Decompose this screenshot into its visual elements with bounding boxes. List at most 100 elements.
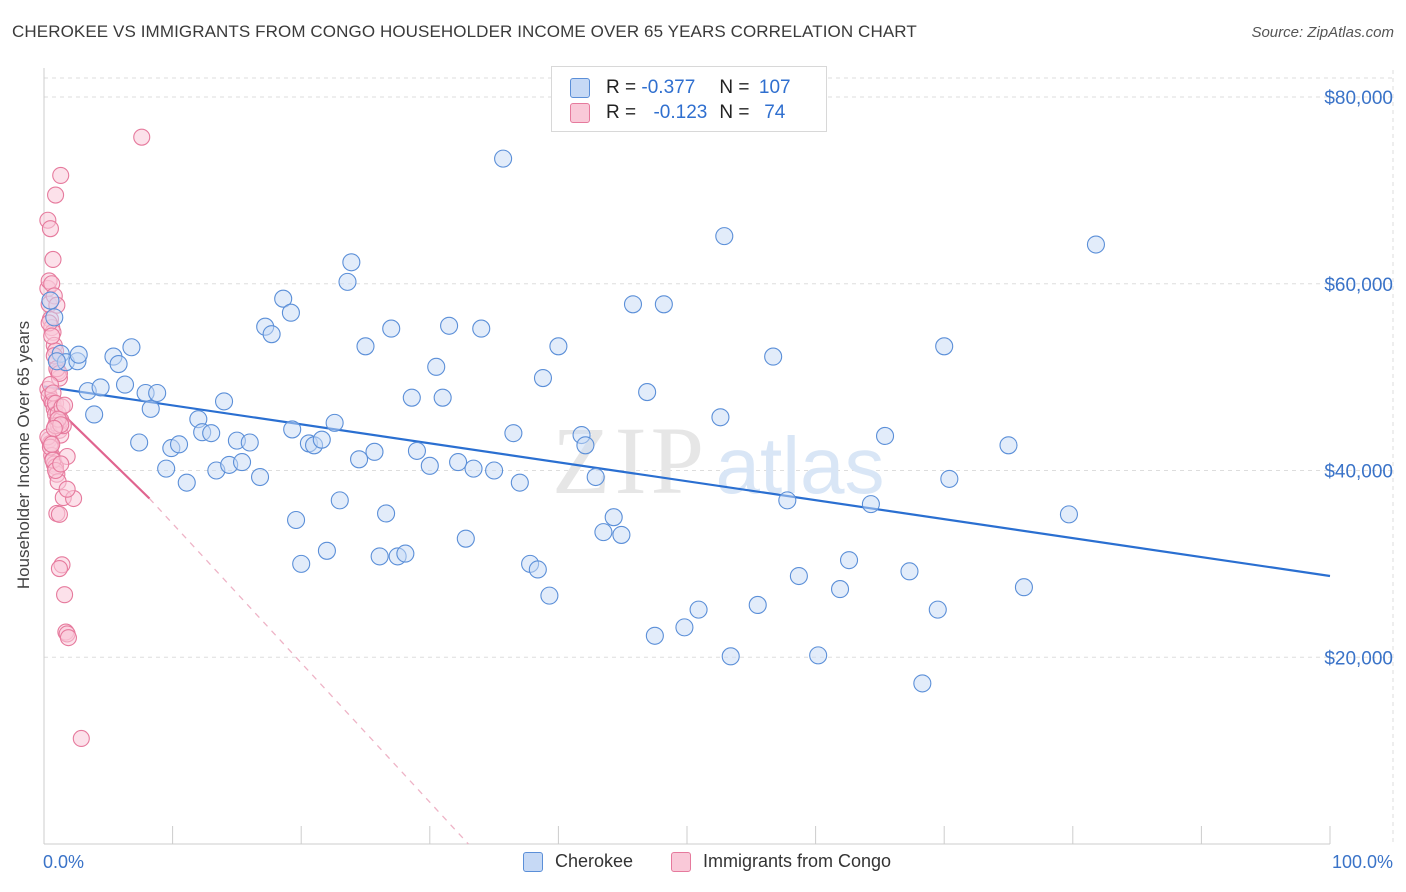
point-cherokee (999, 436, 1018, 455)
point-cherokee (330, 491, 349, 510)
legend-r-label: R = (606, 102, 637, 123)
point-cherokee (350, 450, 369, 469)
point-cherokee (356, 337, 375, 356)
point-congo (44, 250, 62, 269)
point-cherokee (148, 383, 167, 403)
y-tick-label: $60,000 (1324, 275, 1393, 296)
point-congo (59, 629, 77, 647)
bottom-legend-cherokee: Cherokee (523, 851, 633, 872)
point-congo (56, 586, 74, 604)
point-cherokee (130, 433, 149, 452)
legend-r-label: R = (606, 77, 637, 98)
point-congo (50, 505, 68, 523)
legend-r-value: -0.377 (641, 77, 696, 98)
point-cherokee (177, 473, 196, 492)
point-cherokee (407, 441, 426, 460)
point-congo (47, 186, 65, 204)
point-cherokee (365, 442, 384, 461)
point-cherokee (1086, 235, 1105, 254)
point-cherokee (809, 646, 828, 665)
point-cherokee (654, 295, 673, 314)
point-cherokee (721, 647, 740, 666)
point-cherokee (45, 308, 64, 327)
y-tick-label: $20,000 (1324, 648, 1393, 669)
point-cherokee (789, 566, 808, 586)
point-cherokee (900, 562, 919, 581)
point-cherokee (281, 303, 300, 322)
point-cherokee (594, 523, 613, 542)
point-congo (43, 327, 61, 345)
legend-swatch-congo (570, 103, 590, 123)
point-cherokee (830, 580, 850, 599)
point-cherokee (472, 319, 491, 338)
point-congo (58, 480, 76, 498)
point-cherokee (576, 436, 595, 455)
point-cherokee (240, 433, 259, 452)
point-cherokee (485, 461, 504, 480)
point-cherokee (604, 508, 623, 527)
point-cherokee (377, 504, 396, 523)
point-cherokee (711, 408, 730, 427)
point-cherokee (612, 525, 631, 544)
point-cherokee (47, 352, 66, 371)
point-congo (133, 128, 151, 146)
x-tick-label-start: 0.0% (43, 852, 85, 872)
point-congo (41, 220, 59, 238)
legend-row-congo: R = -0.123 N = 74 (570, 101, 795, 125)
point-cherokee (370, 547, 389, 566)
correlation-legend: R = -0.377 N = 107 R = -0.123 N = 74 (551, 66, 827, 132)
point-cherokee (839, 551, 859, 570)
point-congo (50, 559, 68, 578)
point-cherokee (287, 510, 306, 530)
y-tick-label: $80,000 (1324, 88, 1393, 109)
data-points (39, 128, 1105, 748)
source-credit: Source: ZipAtlas.com (1251, 24, 1394, 41)
point-cherokee (715, 227, 734, 246)
point-cherokee (464, 459, 483, 478)
point-congo (52, 166, 70, 184)
point-cherokee (342, 253, 361, 272)
trend-line-cherokee (43, 385, 1331, 578)
point-cherokee (940, 469, 959, 488)
legend-swatch-cherokee (570, 78, 590, 98)
point-cherokee (675, 618, 694, 637)
chart-title: CHEROKEE VS IMMIGRANTS FROM CONGO HOUSEH… (12, 22, 917, 41)
point-cherokee (456, 529, 475, 548)
point-cherokee (935, 337, 954, 356)
point-cherokee (623, 295, 643, 314)
y-tick-label: $40,000 (1324, 462, 1393, 483)
point-congo (43, 435, 61, 453)
point-cherokee (292, 554, 311, 573)
point-cherokee (325, 413, 344, 432)
point-cherokee (232, 453, 252, 472)
legend-n-label: N = (719, 77, 750, 98)
point-congo (72, 729, 90, 748)
watermark-zip: ZIP (552, 407, 708, 514)
point-cherokee (510, 473, 529, 492)
x-tick-label-end: 100.0% (1331, 852, 1393, 872)
point-cherokee (85, 405, 104, 424)
point-cherokee (420, 456, 439, 475)
bottom-legend-label-congo: Immigrants from Congo (703, 851, 892, 871)
point-cherokee (402, 388, 421, 407)
point-cherokee (528, 560, 547, 579)
point-cherokee (645, 626, 664, 645)
point-congo (45, 419, 63, 438)
point-cherokee (504, 424, 523, 443)
point-cherokee (549, 337, 568, 356)
point-cherokee (283, 420, 302, 439)
point-cherokee (262, 325, 281, 344)
point-cherokee (109, 355, 128, 374)
legend-r-value: -0.123 (653, 102, 708, 123)
point-cherokee (440, 316, 459, 335)
point-cherokee (69, 345, 88, 364)
point-cherokee (494, 149, 513, 168)
point-cherokee (338, 272, 357, 291)
point-cherokee (586, 467, 605, 487)
point-cherokee (689, 600, 708, 619)
point-cherokee (115, 375, 135, 394)
point-cherokee (214, 392, 234, 411)
point-cherokee (1014, 578, 1033, 597)
watermark: ZIP atlas (552, 407, 884, 514)
